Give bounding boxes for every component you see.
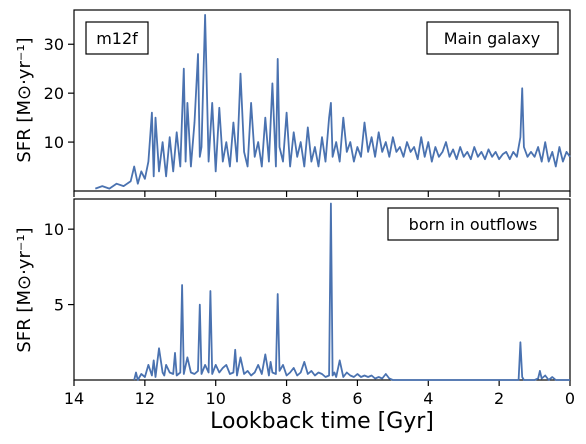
top-right-annotation-frame <box>426 21 559 55</box>
bottom-right-annotation-frame <box>387 207 559 241</box>
y-tick-label: 30 <box>44 35 64 54</box>
x-tick-label: 8 <box>281 389 291 408</box>
x-tick-label: 4 <box>423 389 433 408</box>
y-tick-label: 5 <box>54 296 64 315</box>
bottom-sfr-line <box>133 202 570 381</box>
bottom-right-annotation-box: born in outflows <box>387 207 559 241</box>
y-tick-label: 10 <box>44 133 64 152</box>
top-left-annotation-frame <box>85 21 149 55</box>
top-x-ticks <box>73 191 571 197</box>
galaxy-name-label: m12f <box>96 29 138 48</box>
top-panel: 10 20 30 m12f Main galaxy SFR [M⊙·yr⁻¹] <box>14 9 571 197</box>
top-sfr-line <box>94 13 571 190</box>
x-tick-label: 12 <box>135 389 155 408</box>
x-tick-label: 6 <box>352 389 362 408</box>
bottom-y-ticks: 5 10 <box>44 220 74 315</box>
top-plot-frame <box>73 9 571 192</box>
x-tick-label: 14 <box>64 389 84 408</box>
y-tick-label: 20 <box>44 84 64 103</box>
top-y-ticks: 10 20 30 <box>44 35 74 152</box>
bottom-y-axis-label: SFR [M⊙·yr⁻¹] <box>14 227 35 352</box>
x-tick-label: 0 <box>565 389 575 408</box>
outflows-label: born in outflows <box>409 215 538 234</box>
x-tick-label: 10 <box>206 389 226 408</box>
bottom-panel: 5 10 14 12 10 8 6 4 2 0 born in outflows SFR [M⊙… <box>14 198 575 434</box>
top-y-axis-label: SFR [M⊙·yr⁻¹] <box>14 37 35 162</box>
bottom-plot-frame <box>73 198 571 381</box>
top-left-annotation-box: m12f <box>85 21 149 55</box>
x-axis-label: Lookback time [Gyr] <box>210 409 434 434</box>
top-right-annotation-box: Main galaxy <box>426 21 559 55</box>
main-galaxy-label: Main galaxy <box>444 29 540 48</box>
y-tick-label: 10 <box>44 220 64 239</box>
bottom-x-ticks: 14 12 10 8 6 4 2 0 <box>64 380 575 408</box>
x-tick-label: 2 <box>494 389 504 408</box>
